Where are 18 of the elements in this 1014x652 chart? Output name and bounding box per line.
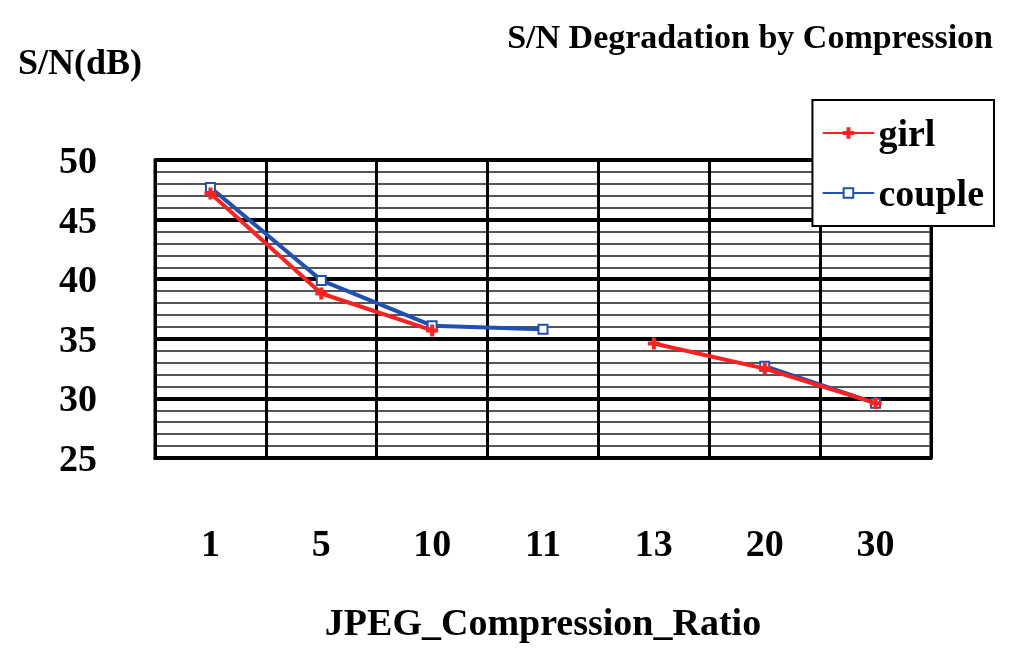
x-tick-label: 20: [745, 522, 784, 564]
x-tick-label: 1: [200, 522, 220, 564]
y-tick-label: 40: [59, 258, 97, 301]
y-axis-title: S/N(dB): [18, 42, 143, 82]
legend-label: girl: [878, 112, 936, 154]
x-tick-label: 5: [311, 522, 331, 564]
x-tick-label: 30: [856, 522, 895, 564]
legend-label: couple: [878, 172, 984, 214]
y-tick-label: 45: [59, 198, 97, 241]
y-tick-label: 30: [59, 377, 97, 420]
y-tick-label: 25: [59, 437, 97, 479]
x-tick-label: 11: [525, 522, 561, 564]
y-tick-label: 50: [59, 139, 97, 181]
x-tick-label: 10: [413, 522, 452, 564]
x-axis-title: JPEG_Compression_Ratio: [324, 601, 762, 643]
y-tick-label: 35: [59, 317, 97, 360]
chart-title: S/N Degradation by Compression: [507, 17, 994, 55]
x-tick-label: 13: [634, 522, 673, 564]
